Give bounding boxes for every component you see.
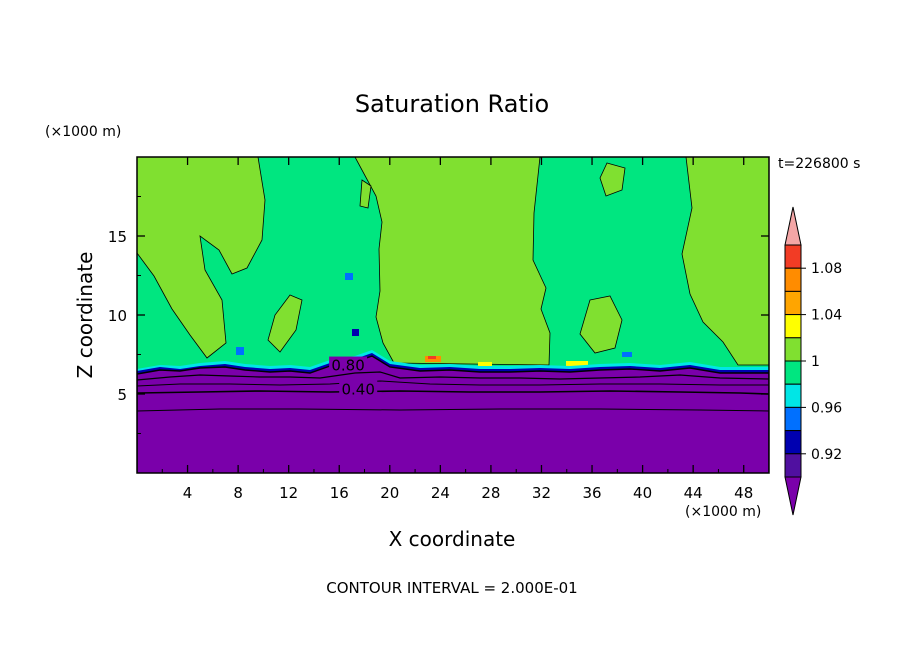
region-supersaturated-small-3 [359,179,372,209]
y-tick-label: 15 [108,228,127,246]
x-tick-label: 44 [684,484,703,502]
contour-line-0-40 [137,390,769,395]
x-tick-label: 8 [233,484,243,502]
colorbar-segment [784,430,802,455]
region-supersaturated-far-right [681,157,769,366]
contour-label-bg [339,380,378,396]
blip-blue-4 [622,352,632,357]
colorbar-segment [784,406,802,432]
x-axis-label: X coordinate [389,527,516,551]
colorbar-segment [784,383,802,408]
colorbar-label: 1.04 [811,308,842,324]
colorbar-segment [784,244,802,269]
region-supersaturated-right [354,157,551,366]
colorbar-segment [784,360,802,385]
contour-label: 0.40 [341,380,374,398]
region-supersaturated-center [579,295,623,354]
colorbar-bottom-arrow [784,476,802,516]
band-purple [137,355,769,473]
colorbar-segment [784,314,802,339]
blip-yellow-2 [478,362,492,366]
contour-field [137,157,769,473]
blip-red-1 [428,356,436,359]
colorbar-segment [784,453,802,478]
x-tick-label: 40 [633,484,652,502]
x-tick-label: 20 [380,484,399,502]
contour-label-bg [329,356,368,372]
chart-title: Saturation Ratio [355,90,549,118]
x-tick-label: 16 [330,484,349,502]
x-tick-label: 36 [582,484,601,502]
blip-blue-2 [352,329,359,336]
colorbar-label: 1.08 [811,261,842,277]
blip-blue-3 [236,347,244,355]
contour-interval-footer: CONTOUR INTERVAL = 2.000E-01 [326,579,577,597]
colorbar-label: 0.92 [811,447,842,463]
x-tick-label: 4 [183,484,193,502]
colorbar-segment [784,337,802,362]
contour-line-0-20 [137,408,769,412]
region-supersaturated-small-1 [267,294,303,353]
region-supersaturated-small-2 [599,162,626,197]
blip-yellow-1 [566,361,588,366]
x-axis: 4 8 12 16 20 24 28 32 36 40 44 48 [161,157,753,502]
colorbar-top-arrow [784,206,802,246]
contour-line-0-80 [137,371,769,381]
x-unit-label: (×1000 m) [685,504,761,520]
contour-line-0-60 [137,380,769,387]
time-label: t=226800 s [778,156,860,172]
y-unit-label: (×1000 m) [45,124,121,140]
x-tick-label: 32 [532,484,551,502]
x-tick-label: 24 [431,484,450,502]
colorbar-label: 0.96 [811,400,842,416]
colorbar-segment [784,290,802,316]
y-axis-label: Z coordinate [73,252,97,379]
y-tick-label: 10 [108,307,127,325]
x-tick-label: 48 [734,484,753,502]
colorbar: 1.08 1.04 1 0.96 0.92 [784,206,842,516]
x-tick-label: 12 [279,484,298,502]
y-axis: 5 10 15 [108,196,769,434]
blip-blue-1 [345,273,353,280]
contour-label: 0.80 [331,357,364,375]
x-tick-label: 28 [481,484,500,502]
colorbar-segment [784,267,802,292]
region-supersaturated-left [137,157,266,359]
y-tick-label: 5 [117,386,127,404]
colorbar-label: 1 [811,354,820,370]
